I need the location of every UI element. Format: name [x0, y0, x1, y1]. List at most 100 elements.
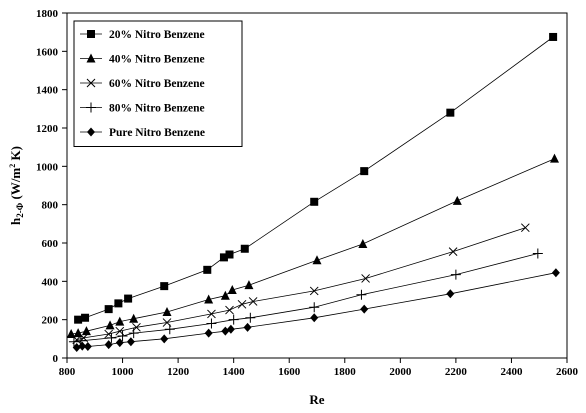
- plus-marker: [450, 269, 461, 280]
- x-marker: [520, 223, 530, 233]
- square-marker: [87, 30, 95, 38]
- x-marker: [225, 305, 234, 315]
- legend-item: 20% Nitro Benzene: [80, 29, 205, 41]
- series-4: [68, 248, 543, 347]
- legend-item: 40% Nitro Benzene: [80, 53, 205, 66]
- plus-marker: [117, 330, 128, 341]
- plus-marker: [164, 324, 175, 335]
- diamond-marker: [204, 328, 213, 338]
- legend-item: Pure Nitro Benzene: [80, 127, 205, 139]
- triangle-marker: [244, 280, 254, 290]
- x-tick-label: 1000: [112, 366, 135, 378]
- legend-label: Pure Nitro Benzene: [109, 127, 205, 139]
- triangle-marker: [220, 290, 230, 300]
- series-line: [76, 227, 526, 341]
- x-tick-label: 1200: [167, 366, 190, 378]
- plus-marker: [532, 248, 543, 259]
- x-tick-label: 1800: [334, 366, 357, 378]
- x-marker: [86, 78, 96, 88]
- x-tick-label: 2400: [500, 366, 523, 378]
- square-marker: [240, 244, 249, 253]
- diamond-marker: [360, 304, 369, 314]
- triangle-marker: [105, 320, 115, 330]
- square-marker: [124, 294, 133, 303]
- x-tick-label: 1400: [223, 366, 246, 378]
- y-tick-label: 1000: [36, 161, 59, 173]
- tick-labels: 800 1000 1200 1400 1600 1800 2000 2200 2400 2600 0…: [36, 8, 579, 378]
- square-marker: [114, 299, 123, 308]
- triangle-marker: [358, 238, 368, 248]
- plus-marker: [356, 289, 367, 300]
- y-tick-label: 200: [42, 315, 59, 327]
- y-axis-title: h2-Φ (W/m2 K): [8, 146, 25, 225]
- diamond-marker: [83, 342, 92, 351]
- x-marker: [448, 247, 458, 256]
- diamond-marker: [310, 313, 319, 323]
- y-tick-label: 0: [53, 353, 59, 365]
- diamond-marker: [243, 322, 252, 332]
- legend-box: [73, 20, 243, 147]
- triangle-marker: [115, 316, 125, 326]
- series-line: [76, 272, 556, 348]
- x-marker: [309, 286, 319, 296]
- x-marker: [207, 309, 216, 319]
- plus-marker: [68, 336, 79, 347]
- y-tick-label: 1400: [36, 85, 59, 97]
- y-tick-label: 1200: [36, 123, 59, 135]
- y-tick-label: 600: [42, 238, 59, 250]
- plus-marker: [106, 332, 117, 343]
- series-line: [73, 253, 538, 343]
- plus-marker: [86, 102, 96, 113]
- triangle-marker: [452, 195, 462, 205]
- x-marker: [248, 297, 258, 306]
- square-marker: [219, 253, 228, 262]
- y-tick-label: 1600: [36, 46, 59, 58]
- diamond-marker: [78, 341, 87, 351]
- legend-label: 40% Nitro Benzene: [109, 54, 205, 66]
- series-group: [66, 32, 560, 352]
- x-tick-label: 2200: [445, 366, 468, 378]
- x-tick-label: 800: [59, 366, 76, 378]
- square-marker: [549, 32, 558, 41]
- diamond-marker: [72, 342, 81, 352]
- diamond-marker: [446, 289, 455, 299]
- x-tick-label: 2000: [389, 366, 412, 378]
- tick-marks: [62, 12, 568, 363]
- square-marker: [81, 313, 90, 322]
- series-1: [74, 32, 558, 324]
- x-tick-label: 2600: [556, 366, 579, 378]
- y-tick-label: 400: [42, 276, 59, 288]
- series-2: [66, 153, 559, 339]
- square-marker: [360, 167, 369, 176]
- legend-label: 60% Nitro Benzene: [109, 78, 205, 90]
- legend-item: 80% Nitro Benzene: [80, 102, 205, 115]
- triangle-marker: [162, 307, 172, 316]
- triangle-marker: [204, 294, 214, 304]
- square-marker: [446, 108, 455, 117]
- diamond-marker: [126, 337, 135, 347]
- plot-area-frame: [66, 12, 568, 359]
- plus-marker: [228, 314, 239, 325]
- plus-marker: [245, 312, 256, 323]
- legend: 20% Nitro Benzene 40% Nitro Benzene 60% Ni…: [73, 20, 243, 147]
- plus-marker: [206, 318, 217, 329]
- series-3: [72, 223, 530, 345]
- diamond-marker: [160, 334, 169, 344]
- square-marker: [310, 197, 319, 206]
- x-marker: [237, 299, 247, 309]
- diamond-marker: [551, 268, 560, 278]
- x-marker: [361, 274, 370, 283]
- square-marker: [104, 305, 113, 314]
- legend-label: 20% Nitro Benzene: [109, 29, 205, 41]
- triangle-marker: [86, 53, 96, 63]
- triangle-marker: [227, 284, 237, 294]
- x-tick-label: 1600: [278, 366, 301, 378]
- series-5: [72, 268, 560, 352]
- plus-marker: [128, 328, 139, 339]
- triangle-marker: [129, 313, 139, 323]
- triangle-marker: [550, 153, 559, 163]
- diamond-marker: [226, 324, 235, 334]
- x-axis-title: Re: [309, 392, 324, 407]
- legend-label: 80% Nitro Benzene: [109, 103, 205, 115]
